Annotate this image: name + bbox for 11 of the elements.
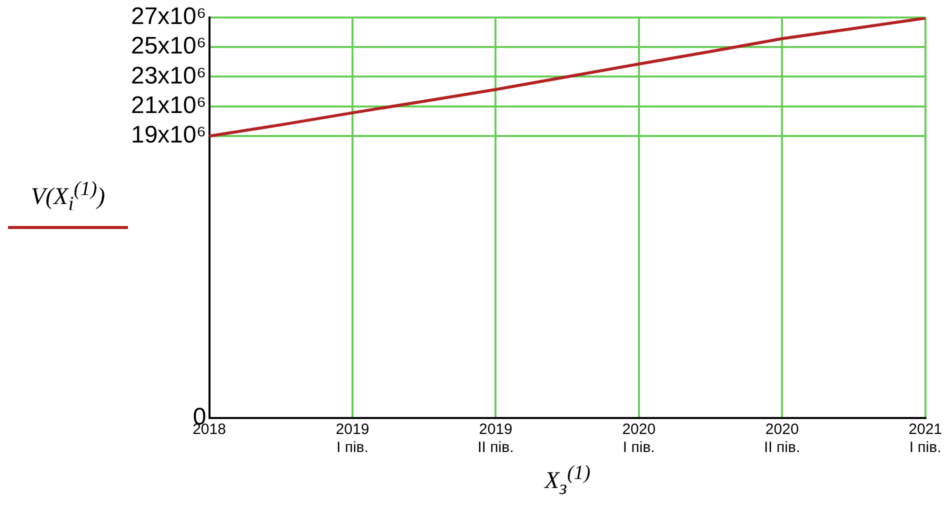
x-tick-label: 2020 I пів. [622,421,656,456]
y-tick-label: 27x10⁶ [130,3,206,30]
x-tick-label: 2019 II пів. [478,421,514,456]
x-tick-label: 2019 I пів. [336,421,370,456]
y-tick-label: 19x10⁶ [130,122,206,149]
x-tick-label: 2020 II пів. [764,421,800,456]
text: V(X$_{i}$$^{(1)}$) [30,178,106,215]
y-tick-label: 23x10⁶ [130,62,206,90]
x-tick-label: 2021 I пів. [908,421,942,456]
y-tick-label: 25x10⁶ [130,32,206,60]
y-tick-label: 21x10⁶ [130,92,206,120]
